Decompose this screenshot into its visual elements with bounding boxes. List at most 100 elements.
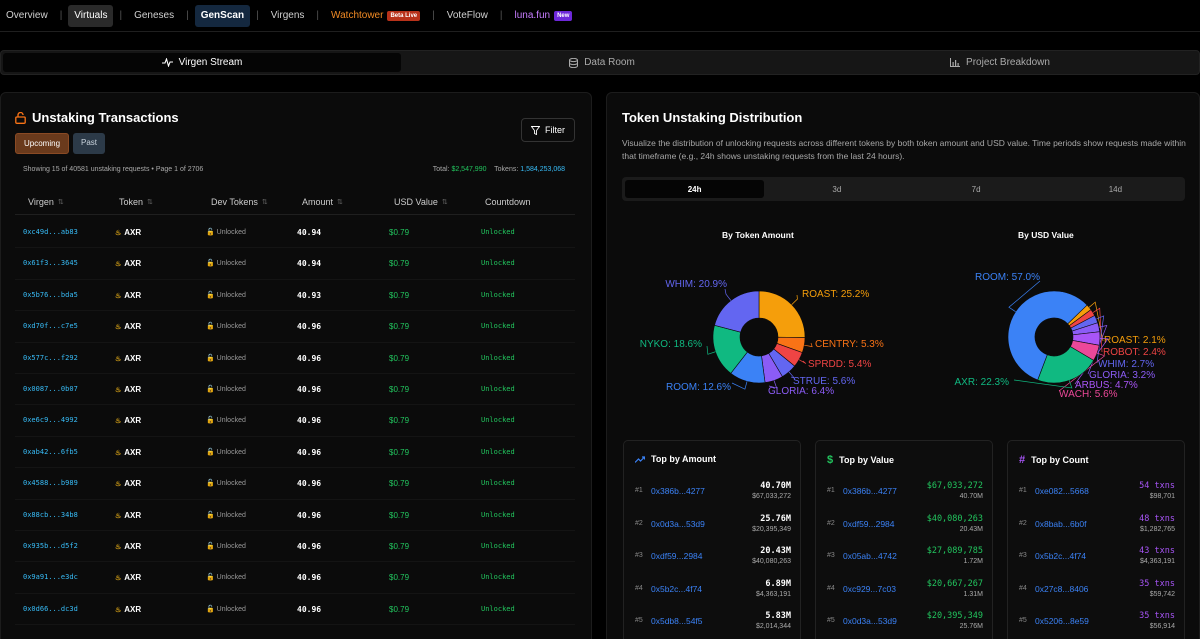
virgen-address[interactable]: 0x61f3...3645 [23, 259, 78, 268]
rank: #4 [1019, 584, 1027, 592]
virgen-address[interactable]: 0x88cb...34b8 [23, 510, 78, 519]
col-amount[interactable]: Amount ⇅ [302, 197, 343, 207]
wallet-address-link[interactable]: 0xc929...7c03 [843, 583, 896, 594]
rank: #2 [827, 519, 835, 527]
tab-virgen-stream[interactable]: Virgen Stream [3, 53, 401, 72]
wallet-address-link[interactable]: 0x27c8...8406 [1035, 583, 1089, 594]
col-token[interactable]: Token ⇅ [119, 197, 153, 207]
table-row[interactable]: 0x577c...f292 ♨ AXR 🔓 Unlocked 40.96 $0.79 Unl… [15, 343, 575, 374]
table-row[interactable]: 0xab42...6fb5 ♨ AXR 🔓 Unlocked 40.96 $0.79 Unl… [15, 437, 575, 469]
table-row[interactable]: 0xd70f...c7e5 ♨ AXR 🔓 Unlocked 40.96 $0.79 Unl… [15, 311, 575, 343]
virgen-address[interactable]: 0x5b76...bda5 [23, 290, 78, 299]
tokens-label: Tokens: [494, 166, 519, 173]
filter-button[interactable]: Filter [521, 118, 575, 142]
dollar-icon: $ [827, 454, 834, 466]
table-row[interactable]: 0x61f3...3645 ♨ AXR 🔓 Unlocked 40.94 $0.79 Unl… [15, 248, 575, 280]
nav-geneses[interactable]: Geneses [128, 5, 180, 27]
table-row[interactable]: 0x935b...d5f2 ♨ AXR 🔓 Unlocked 40.96 $0.79 Unl… [15, 531, 575, 563]
wallet-address-link[interactable]: 0x5b2c...4f74 [1035, 551, 1087, 561]
lock-icon: 🔓 [206, 354, 215, 362]
secondary-value: $56,914 [1149, 623, 1175, 630]
period-3d[interactable]: 3d [832, 184, 842, 194]
countdown-cell: Unlocked [481, 290, 515, 299]
table-row[interactable]: 0x0d66...dc3d ♨ AXR 🔓 Unlocked 40.96 $0.79 Unl… [15, 594, 575, 626]
primary-value: 35 txns [1139, 611, 1175, 621]
pie-leader-line [731, 381, 748, 390]
pie-slice-whim[interactable] [714, 290, 760, 333]
wallet-address-link[interactable]: 0x0d3a...53d9 [651, 518, 705, 529]
token-cell: ♨ AXR [115, 511, 141, 520]
past-button[interactable]: Past [73, 133, 106, 154]
col-virgen[interactable]: Virgen ⇅ [28, 197, 64, 207]
primary-value: 43 txns [1139, 546, 1175, 556]
table-row[interactable]: 0xe6c9...4992 ♨ AXR 🔓 Unlocked 40.96 $0.79 Unl… [15, 405, 575, 437]
virgen-address[interactable]: 0x577c...f292 [23, 353, 78, 362]
dev-tokens-cell: 🔓 Unlocked [206, 605, 246, 613]
wallet-address-link[interactable]: 0x5db8...54f5 [651, 616, 703, 626]
table-row[interactable]: 0x5b76...bda5 ♨ AXR 🔓 Unlocked 40.93 $0.79 Unl… [15, 280, 575, 312]
amount-cell: 40.96 [297, 322, 322, 332]
virgen-address[interactable]: 0x9a91...e3dc [23, 573, 78, 582]
nav-overview[interactable]: Overview [0, 5, 54, 27]
token-cell: ♨ AXR [115, 479, 141, 488]
wallet-address-link[interactable]: 0xdf59...2984 [843, 518, 895, 529]
table-row[interactable]: 0x4588...b989 ♨ AXR 🔓 Unlocked 40.96 $0.79 Unl… [15, 468, 575, 500]
wallet-address-link[interactable]: 0x386b...4277 [651, 486, 705, 496]
nav-watchtower[interactable]: Watchtower Beta Live [325, 5, 426, 27]
col-dev-tokens[interactable]: Dev Tokens ⇅ [211, 197, 268, 207]
amount-cell: 40.96 [297, 479, 322, 489]
virgen-address[interactable]: 0x4588...b989 [23, 479, 78, 488]
dev-tokens-cell: 🔓 Unlocked [206, 416, 246, 424]
virgen-address[interactable]: 0x935b...d5f2 [23, 541, 78, 550]
nav-virgens[interactable]: Virgens [265, 5, 311, 27]
primary-value: 35 txns [1139, 578, 1175, 589]
period-24h[interactable]: 24h [625, 180, 765, 198]
tab-label: Project Breakdown [966, 57, 1050, 68]
col-usd-value[interactable]: USD Value ⇅ [394, 197, 448, 207]
virgen-address[interactable]: 0xd70f...c7e5 [23, 322, 78, 331]
countdown-cell: Unlocked [481, 573, 515, 582]
col-countdown: Countdown [485, 197, 531, 207]
nav-genscan[interactable]: GenScan [194, 4, 251, 27]
period-14d[interactable]: 14d [1108, 184, 1123, 194]
top-by-value-card: $ Top by Value #1 0x386b...4277 $67,033,27… [815, 440, 993, 639]
pie-leader-line [1008, 280, 1041, 312]
rank: #1 [1019, 487, 1027, 494]
primary-value: $67,033,272 [926, 481, 983, 491]
wallet-address-link[interactable]: 0x386b...4277 [843, 486, 897, 496]
nav-voteflow[interactable]: VoteFlow [441, 5, 494, 27]
nav-label: Overview [6, 10, 48, 21]
primary-value: $27,089,785 [926, 546, 983, 556]
pie-label-sprdd: SPRDD: 5.4% [808, 359, 871, 370]
table-row[interactable]: 0x88cb...34b8 ♨ AXR 🔓 Unlocked 40.96 $0.79 Unl… [15, 500, 575, 531]
virgen-address[interactable]: 0xab42...6fb5 [23, 447, 78, 456]
wallet-address-link[interactable]: 0x0d3a...53d9 [843, 616, 897, 626]
tokens-value: 1,584,253,068 [520, 166, 565, 173]
pie-slice-room[interactable] [1007, 290, 1088, 381]
wallet-address-link[interactable]: 0x05ab...4742 [843, 551, 897, 561]
nav-virtuals[interactable]: Virtuals [68, 4, 114, 27]
pie-slice-roast[interactable] [758, 290, 806, 338]
wallet-address-link[interactable]: 0x5206...8e59 [1035, 616, 1089, 626]
table-row[interactable]: 0xc49d...ab83 ♨ AXR 🔓 Unlocked 40.94 $0.79 Unl… [15, 217, 575, 249]
virgen-address[interactable]: 0x0d66...dc3d [23, 604, 78, 613]
upcoming-button[interactable]: Upcoming [15, 133, 70, 154]
virgen-address[interactable]: 0x0087...0b07 [23, 384, 78, 393]
token-cell: ♨ AXR [115, 416, 141, 425]
wallet-address-link[interactable]: 0x5b2c...4f74 [651, 583, 703, 594]
token-symbol: AXR [124, 259, 142, 269]
lock-icon: 🔓 [206, 385, 215, 393]
wallet-address-link[interactable]: 0xe082...5668 [1035, 486, 1089, 496]
table-row[interactable]: 0x0087...0b07 ♨ AXR 🔓 Unlocked 40.96 $0.79 Unl… [15, 374, 575, 406]
wallet-address-link[interactable]: 0xdf59...2984 [651, 551, 703, 561]
table-row[interactable]: 0x9a91...e3dc ♨ AXR 🔓 Unlocked 40.96 $0.79 Unl… [15, 562, 575, 594]
virgen-address[interactable]: 0xe6c9...4992 [23, 416, 78, 425]
wallet-address-link[interactable]: 0x8bab...6b0f [1035, 518, 1087, 529]
tab-project-breakdown[interactable]: Project Breakdown [801, 51, 1199, 74]
virgen-address[interactable]: 0xc49d...ab83 [23, 228, 78, 236]
tab-data-room[interactable]: Data Room [403, 51, 801, 74]
nav-luna-fun[interactable]: luna.fun New [509, 5, 579, 27]
token-symbol: AXR [124, 479, 142, 489]
period-7d[interactable]: 7d [971, 184, 981, 194]
amount-cell: 40.93 [297, 290, 322, 300]
